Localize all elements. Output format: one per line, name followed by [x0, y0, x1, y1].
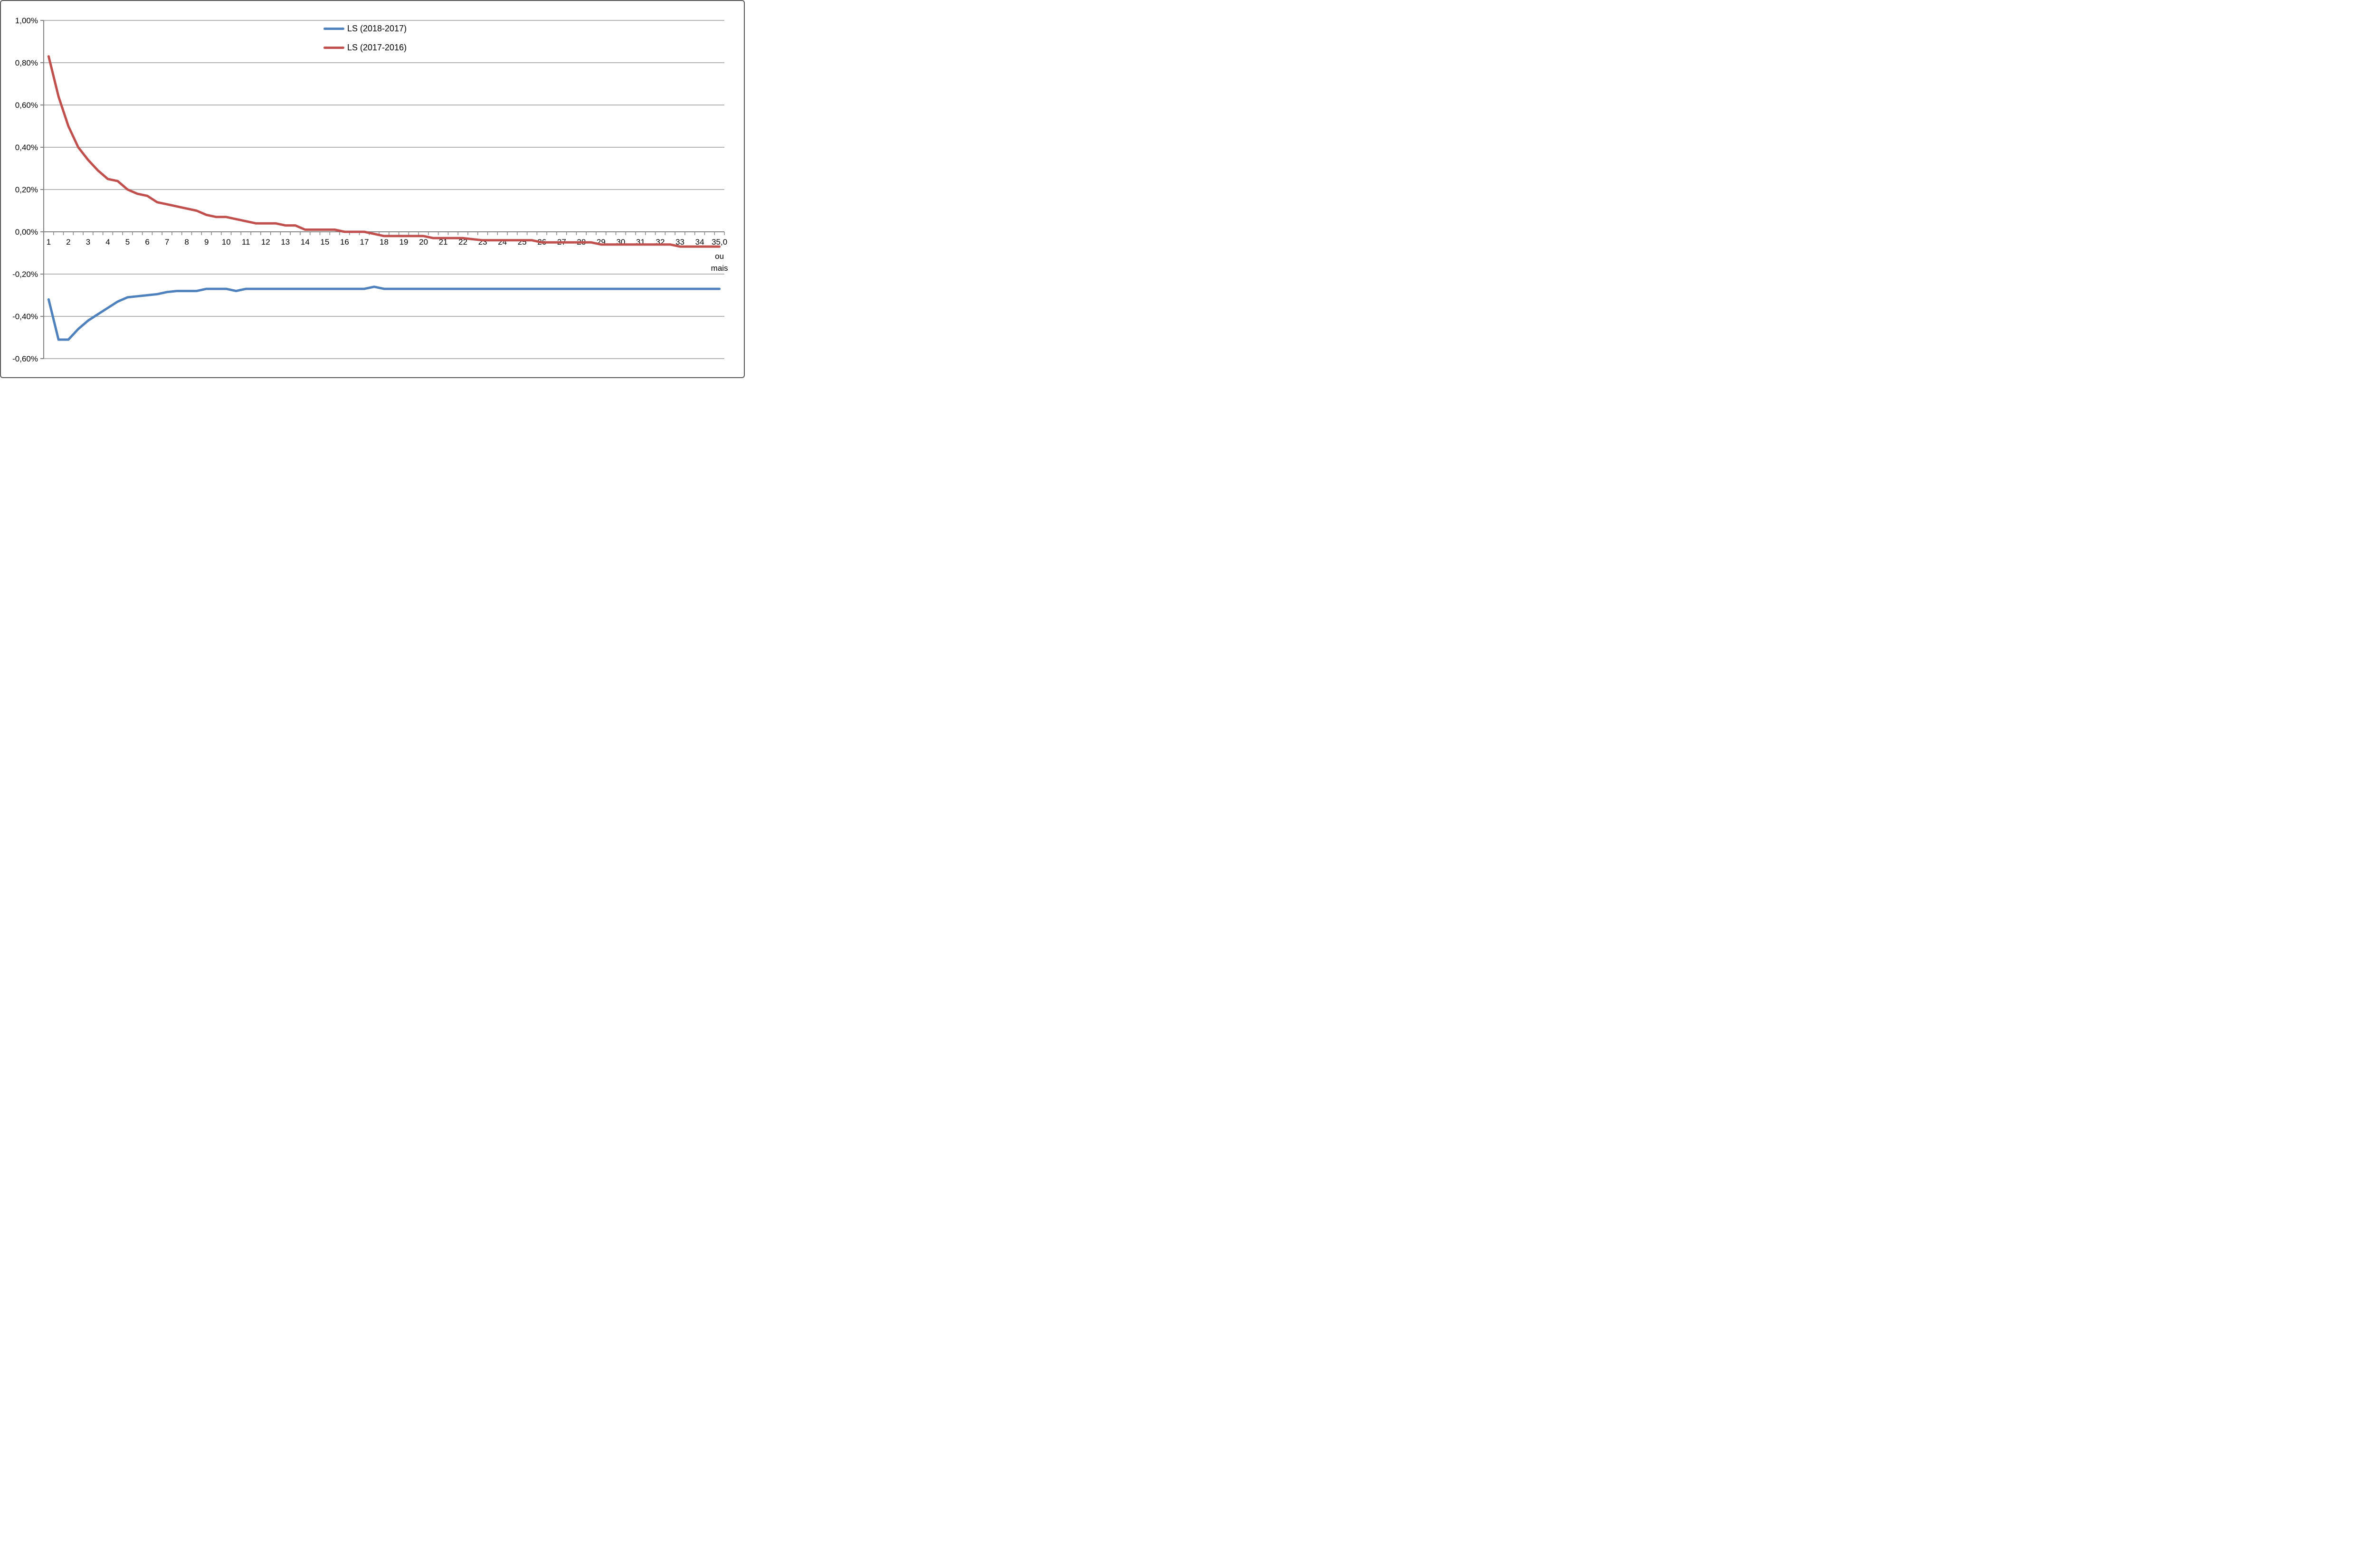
x-axis-label: 22 [458, 238, 467, 247]
x-axis-label: 35,0 [712, 238, 727, 247]
y-axis-label: -0,20% [12, 270, 38, 279]
y-axis-label: -0,60% [12, 354, 38, 363]
x-axis-label: 8 [184, 238, 189, 247]
chart-frame: 1,00% 0,80% 0,60% 0,40% 0,20% 0,00% -0,20% -0,4… [0, 0, 745, 378]
x-axis-label: 34 [695, 238, 704, 247]
y-axis-label: 0,00% [15, 228, 38, 237]
x-axis-label: 17 [360, 238, 369, 247]
x-axis-label: 15 [320, 238, 329, 247]
x-axis-label: 20 [419, 238, 428, 247]
x-axis-label: 14 [301, 238, 310, 247]
x-axis-label: 9 [204, 238, 209, 247]
x-axis-label: 33 [675, 238, 684, 247]
legend-item-ls-2017-2016: LS (2017-2016) [323, 38, 407, 57]
x-axis-label: 5 [125, 238, 130, 247]
x-axis-label: 21 [439, 238, 448, 247]
y-axis-label: -0,40% [12, 312, 38, 321]
x-axis-label: 24 [498, 238, 507, 247]
legend-item-ls-2018-2017: LS (2018-2017) [323, 19, 407, 38]
x-axis-label: 25 [518, 238, 527, 247]
y-axis-label: 1,00% [15, 16, 38, 25]
y-axis-label: 0,40% [15, 143, 38, 152]
x-axis-label: 12 [261, 238, 270, 247]
x-axis-label: 13 [281, 238, 290, 247]
x-axis-label: 16 [340, 238, 349, 247]
legend-label: LS (2018-2017) [347, 23, 407, 33]
x-axis-label: 18 [380, 238, 389, 247]
legend-line-swatch-blue [323, 27, 344, 30]
legend: LS (2018-2017) LS (2017-2016) [323, 19, 407, 57]
x-axis-label-extra: mais [711, 264, 728, 273]
x-axis-label: 2 [66, 238, 70, 247]
y-axis-label: 0,20% [15, 185, 38, 194]
x-axis-label: 3 [86, 238, 90, 247]
series-line-0 [47, 285, 721, 341]
legend-label: LS (2017-2016) [347, 42, 407, 52]
y-axis-label: 0,60% [15, 101, 38, 110]
x-axis-label: 4 [105, 238, 110, 247]
x-axis-label: 7 [165, 238, 169, 247]
x-axis-label: 11 [242, 238, 250, 247]
x-axis-label: 6 [145, 238, 149, 247]
y-axis-label: 0,80% [15, 58, 38, 67]
legend-line-swatch-red [323, 46, 344, 49]
x-axis-label: 1 [47, 238, 51, 247]
line-chart-plot: 1,00% 0,80% 0,60% 0,40% 0,20% 0,00% -0,20% -0,4… [12, 16, 728, 363]
series-line-1 [47, 55, 721, 248]
x-axis-label-extra: ou [715, 252, 724, 261]
x-axis-label: 10 [222, 238, 231, 247]
x-axis-label: 19 [399, 238, 408, 247]
